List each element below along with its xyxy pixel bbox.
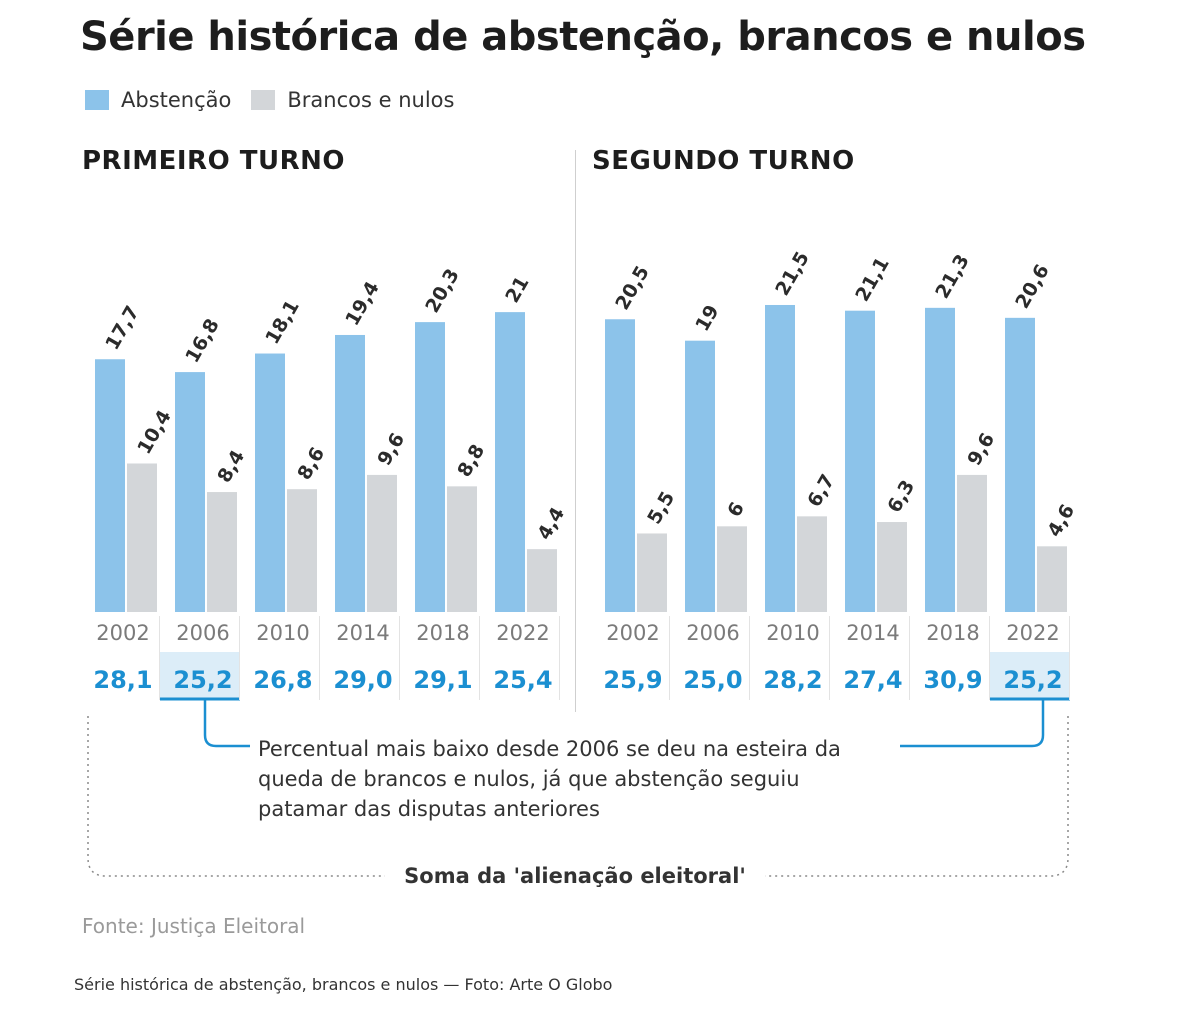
bar-abstencao-segundo-2014 xyxy=(845,310,875,612)
label-brancos-segundo-2002: 5,5 xyxy=(643,488,679,528)
legend-item-brancos-nulos: Brancos e nulos xyxy=(251,88,454,112)
bar-abstencao-primeiro-2002 xyxy=(95,359,125,612)
label-abstencao-segundo-2006: 19 xyxy=(691,301,723,335)
annotation-line-3: patamar das disputas anteriores xyxy=(258,797,600,821)
bar-brancos-segundo-2010 xyxy=(797,516,827,612)
total-label-primeiro-2018: 29,1 xyxy=(413,666,472,694)
connector-right xyxy=(900,700,1045,748)
year-label-segundo-2014: 2014 xyxy=(846,621,899,645)
label-abstencao-primeiro-2018: 20,3 xyxy=(421,265,463,317)
panel-title-primeiro-turno: PRIMEIRO TURNO xyxy=(82,146,345,176)
bar-abstencao-primeiro-2006 xyxy=(175,372,205,612)
label-brancos-primeiro-2010: 8,6 xyxy=(293,444,329,484)
year-label-segundo-2022: 2022 xyxy=(1006,621,1059,645)
bar-brancos-segundo-2014 xyxy=(877,522,907,612)
bar-brancos-primeiro-2014 xyxy=(367,474,397,612)
sum-label: Soma da 'alienação eleitoral' xyxy=(404,864,746,888)
sum-bracket-left xyxy=(87,716,385,877)
label-brancos-segundo-2022: 4,6 xyxy=(1043,501,1079,541)
total-label-segundo-2014: 27,4 xyxy=(843,666,902,694)
year-label-segundo-2002: 2002 xyxy=(606,621,659,645)
bar-brancos-primeiro-2002 xyxy=(127,463,157,612)
legend-swatch-abstencao xyxy=(85,90,109,110)
total-label-primeiro-2010: 26,8 xyxy=(253,666,312,694)
bar-brancos-segundo-2018 xyxy=(957,474,987,612)
label-brancos-segundo-2018: 9,6 xyxy=(963,429,999,469)
total-label-segundo-2006: 25,0 xyxy=(683,666,742,694)
year-label-segundo-2006: 2006 xyxy=(686,621,739,645)
bar-abstencao-primeiro-2022 xyxy=(495,312,525,612)
label-brancos-segundo-2010: 6,7 xyxy=(803,471,839,511)
total-label-segundo-2010: 28,2 xyxy=(763,666,822,694)
bar-abstencao-primeiro-2018 xyxy=(415,322,445,612)
label-abstencao-primeiro-2006: 16,8 xyxy=(181,315,223,367)
photo-caption: Série histórica de abstenção, brancos e … xyxy=(74,975,613,994)
total-highlight-primeiro xyxy=(160,652,240,698)
total-label-segundo-2018: 30,9 xyxy=(923,666,982,694)
label-abstencao-primeiro-2002: 17,7 xyxy=(101,302,143,354)
panel-title-segundo-turno: SEGUNDO TURNO xyxy=(592,146,855,176)
legend-swatch-brancos-nulos xyxy=(251,90,276,110)
bar-abstencao-segundo-2018 xyxy=(925,307,955,612)
label-brancos-primeiro-2018: 8,8 xyxy=(453,441,489,481)
year-label-primeiro-2006: 2006 xyxy=(176,621,229,645)
total-label-primeiro-2022: 25,4 xyxy=(493,666,552,694)
bar-brancos-primeiro-2018 xyxy=(447,486,477,612)
bar-abstencao-segundo-2002 xyxy=(605,319,635,612)
label-abstencao-primeiro-2010: 18,1 xyxy=(261,296,303,348)
bar-abstencao-primeiro-2014 xyxy=(335,334,365,612)
bar-abstencao-segundo-2010 xyxy=(765,304,795,612)
sum-bracket-right xyxy=(765,716,1069,877)
year-label-primeiro-2002: 2002 xyxy=(96,621,149,645)
bar-abstencao-primeiro-2010 xyxy=(255,353,285,612)
legend-item-abstencao: Abstenção xyxy=(85,88,231,112)
bar-abstencao-segundo-2006 xyxy=(685,340,715,612)
year-label-segundo-2010: 2010 xyxy=(766,621,819,645)
label-abstencao-segundo-2022: 20,6 xyxy=(1011,261,1053,313)
annotation-line-2: queda de brancos e nulos, já que abstenç… xyxy=(258,767,800,791)
bar-brancos-primeiro-2022 xyxy=(527,549,557,612)
label-brancos-primeiro-2014: 9,6 xyxy=(373,429,409,469)
label-abstencao-segundo-2010: 21,5 xyxy=(771,248,813,300)
label-abstencao-segundo-2002: 20,5 xyxy=(611,262,653,314)
year-label-primeiro-2014: 2014 xyxy=(336,621,389,645)
year-label-primeiro-2018: 2018 xyxy=(416,621,469,645)
total-label-segundo-2002: 25,9 xyxy=(603,666,662,694)
legend: Abstenção Brancos e nulos xyxy=(85,88,474,112)
panel-divider xyxy=(575,150,576,712)
source-note: Fonte: Justiça Eleitoral xyxy=(82,914,306,938)
label-brancos-primeiro-2006: 8,4 xyxy=(213,446,249,486)
total-label-primeiro-2006: 25,2 xyxy=(173,666,232,694)
year-label-primeiro-2022: 2022 xyxy=(496,621,549,645)
label-abstencao-primeiro-2022: 21 xyxy=(501,273,533,307)
legend-label-brancos-nulos: Brancos e nulos xyxy=(287,88,455,112)
bar-abstencao-segundo-2022 xyxy=(1005,317,1035,612)
label-abstencao-primeiro-2014: 19,4 xyxy=(341,278,383,330)
label-abstencao-segundo-2014: 21,1 xyxy=(851,254,893,306)
label-brancos-segundo-2014: 6,3 xyxy=(883,476,919,516)
bar-brancos-segundo-2022 xyxy=(1037,546,1067,612)
year-label-segundo-2018: 2018 xyxy=(926,621,979,645)
bar-brancos-primeiro-2010 xyxy=(287,489,317,612)
total-label-primeiro-2014: 29,0 xyxy=(333,666,392,694)
bar-brancos-segundo-2006 xyxy=(717,526,747,612)
label-abstencao-segundo-2018: 21,3 xyxy=(931,251,973,303)
total-highlight-segundo xyxy=(990,652,1070,698)
legend-label-abstencao: Abstenção xyxy=(121,88,232,112)
year-label-primeiro-2010: 2010 xyxy=(256,621,309,645)
total-label-primeiro-2002: 28,1 xyxy=(93,666,152,694)
bar-brancos-primeiro-2006 xyxy=(207,492,237,612)
label-brancos-primeiro-2002: 10,4 xyxy=(133,406,175,458)
connector-left xyxy=(203,700,250,748)
label-brancos-primeiro-2022: 4,4 xyxy=(533,504,569,544)
chart-title: Série histórica de abstenção, brancos e … xyxy=(80,14,1086,60)
label-brancos-segundo-2006: 6 xyxy=(723,498,749,520)
total-label-segundo-2022: 25,2 xyxy=(1003,666,1062,694)
annotation-line-1: Percentual mais baixo desde 2006 se deu … xyxy=(258,737,841,761)
bar-brancos-segundo-2002 xyxy=(637,533,667,612)
